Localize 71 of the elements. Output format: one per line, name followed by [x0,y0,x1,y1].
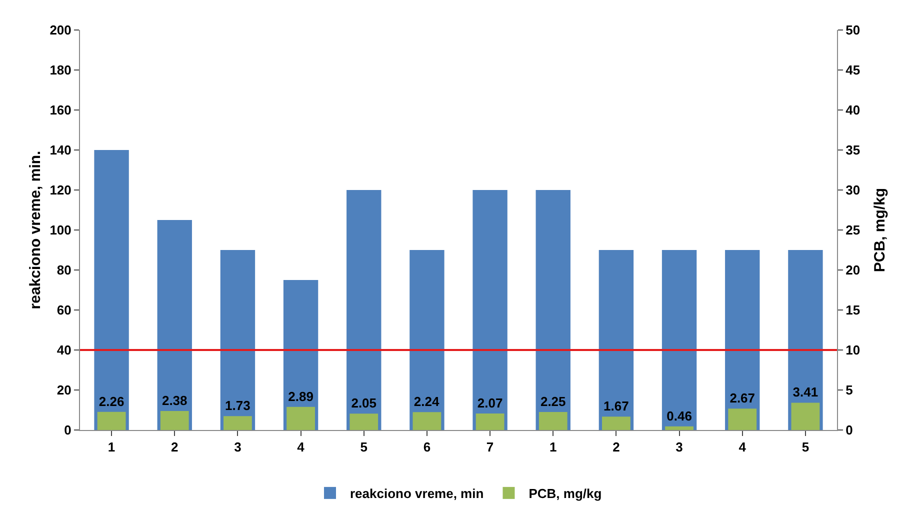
y-tick-label: 100 [50,222,72,238]
bar [662,250,697,430]
x-tick-label: 6 [423,440,431,455]
x-tick-label: 5 [802,440,810,455]
bar [472,190,508,430]
x-tick-label: 3 [234,440,242,455]
x-tick-label: 1 [108,440,116,455]
y2-tick-label: 25 [846,222,860,238]
bar [538,412,568,430]
y-tick-label: 140 [50,142,72,158]
bar [791,402,820,430]
data-label: 2.26 [98,394,124,409]
y2-tick-label: 0 [846,422,853,438]
y2-tick-label: 15 [846,302,860,318]
data-label: 2.67 [730,390,756,406]
y2-tick-label: 45 [846,62,860,78]
bar [157,220,192,430]
x-tick-label: 2 [171,440,178,455]
bar [346,190,382,430]
data-label: 2.07 [477,395,503,410]
x-tick-label: 1 [550,440,557,455]
y2-tick-label: 30 [846,182,860,198]
y2-tick-label: 35 [846,142,860,158]
x-tick-label: 5 [360,440,368,455]
data-label: 2.25 [540,394,566,409]
bar [598,250,634,430]
bar [350,414,378,430]
bar [412,412,442,430]
y-axis-title: reakciono vreme, min. [27,150,44,310]
y-tick-label: 80 [56,262,72,278]
legend-label: reakciono vreme, min [350,486,484,502]
data-label: 2.24 [414,394,440,410]
bar [665,426,694,430]
y2-axis-title: PCB, mg/kg [872,188,888,272]
bar [224,416,252,430]
legend-label: PCB, mg/kg [528,486,602,502]
y-tick-label: 200 [50,22,72,38]
x-tick-label: 3 [676,440,683,455]
x-tick-label: 4 [738,440,747,455]
x-tick-label: 4 [297,440,306,455]
data-label: 1.73 [225,398,250,414]
y2-tick-label: 5 [846,382,853,398]
data-label: 2.89 [288,388,314,404]
y-tick-label: 20 [56,382,72,398]
bar [220,250,256,430]
y2-tick-label: 40 [846,102,860,118]
y2-tick-label: 10 [846,342,860,358]
bar [94,150,129,430]
bar [286,406,315,430]
x-tick-label: 2 [612,440,620,455]
y-tick-label: 180 [50,62,72,78]
y-tick-label: 0 [64,422,72,438]
data-label: 2.05 [351,396,377,411]
bar [728,408,757,430]
bar [97,412,126,430]
y-tick-label: 40 [56,342,72,358]
bar [476,413,504,430]
y2-tick-label: 20 [846,262,860,278]
y-tick-label: 160 [50,102,72,118]
x-tick-label: 7 [486,440,494,455]
bar [602,416,630,430]
y-tick-label: 60 [56,302,72,318]
data-label: 1.67 [604,398,629,414]
data-label: 3.41 [792,384,818,400]
y2-tick-label: 50 [846,22,860,38]
data-label: 2.38 [162,392,188,408]
bar [410,250,444,430]
data-label: 0.46 [666,408,692,424]
y-tick-label: 120 [50,182,72,198]
bar [536,190,570,430]
bar [160,410,189,430]
